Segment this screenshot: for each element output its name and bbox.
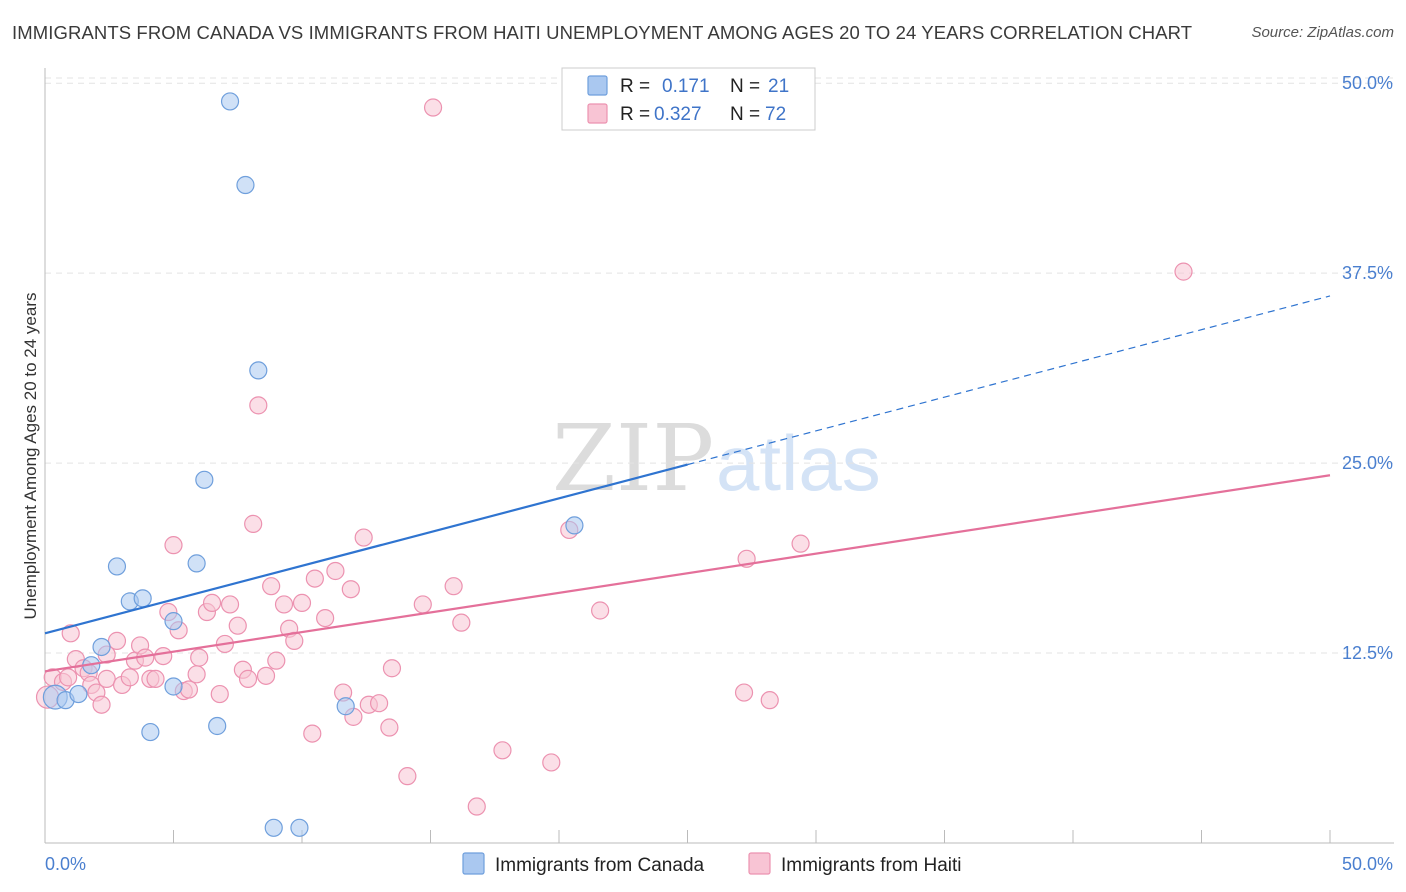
watermark: ZIP atlas (552, 405, 881, 512)
canada-point (336, 697, 355, 716)
canada-point (264, 818, 283, 837)
legend-canada-swatch (587, 75, 608, 96)
haiti-point (120, 668, 139, 687)
legend-haiti-r-label: R = (620, 104, 650, 125)
bottom-legend-haiti-swatch (748, 852, 771, 875)
haiti-point (274, 595, 294, 614)
canada-point (187, 554, 206, 573)
haiti-point (591, 601, 610, 620)
haiti-point (244, 514, 263, 533)
canada-point (141, 722, 160, 742)
canada-point (290, 818, 309, 837)
series-legend: Immigrants from Canada Immigrants from H… (462, 852, 962, 876)
x-tick-label-min: 0.0% (45, 854, 86, 874)
haiti-point (190, 648, 209, 667)
haiti-point (413, 595, 432, 614)
haiti-point (220, 595, 240, 614)
canada-point (220, 92, 240, 111)
gridlines (45, 77, 1394, 654)
haiti-point (256, 666, 276, 685)
haiti-point (97, 669, 116, 688)
haiti-point (92, 695, 111, 714)
haiti-point (326, 561, 345, 581)
haiti-point (202, 593, 222, 613)
haiti-point (187, 665, 206, 684)
haiti-point (452, 613, 471, 632)
haiti-point (398, 767, 417, 786)
haiti-point (249, 396, 268, 415)
y-axis-label: Unemployment Among Ages 20 to 24 years (21, 293, 40, 620)
watermark-zip: ZIP (552, 405, 714, 512)
canada-point (236, 175, 255, 195)
canada-point (107, 557, 127, 576)
haiti-trendline (44, 474, 1331, 673)
haiti-point (292, 593, 312, 613)
stats-legend: R = 0.171 N = 21 R = 0.327 N = 72 (561, 67, 816, 131)
canada-point (249, 361, 268, 380)
haiti-point (238, 669, 258, 688)
haiti-point (154, 646, 173, 666)
y-tick-label-1: 25.0% (1342, 453, 1393, 473)
canada-point (69, 684, 88, 704)
haiti-point (760, 691, 779, 710)
legend-canada-n-label: N = (730, 76, 760, 97)
haiti-point (370, 694, 389, 713)
legend-haiti-r-value: 0.327 (654, 104, 702, 125)
bottom-legend-canada-swatch (462, 852, 485, 875)
haiti-point (382, 659, 402, 678)
haiti-point (467, 797, 486, 816)
canada-trendline-extension (687, 295, 1331, 466)
haiti-point (146, 669, 165, 688)
haiti-point (734, 683, 754, 702)
x-tick-marks (173, 830, 1331, 843)
canada-trendline (44, 463, 688, 635)
source-credit: Source: ZipAtlas.com (1251, 24, 1394, 41)
haiti-point (262, 577, 281, 596)
haiti-point (316, 608, 335, 628)
haiti-point (305, 569, 324, 588)
axes (44, 68, 1394, 844)
haiti-point (444, 577, 463, 596)
haiti-point (59, 668, 78, 687)
haiti-point (1174, 262, 1193, 281)
legend-canada-n-value: 21 (768, 76, 789, 97)
haiti-point (267, 651, 286, 670)
legend-canada-r-value: 0.171 (662, 76, 710, 97)
canada-point (208, 716, 227, 736)
haiti-point (493, 741, 512, 760)
haiti-point (228, 616, 247, 635)
legend-haiti-n-value: 72 (765, 104, 786, 125)
bottom-legend-haiti-label: Immigrants from Haiti (781, 855, 962, 876)
trendlines (44, 295, 1331, 673)
y-tick-label-2: 37.5% (1342, 263, 1393, 283)
bottom-legend-canada-label: Immigrants from Canada (495, 855, 705, 876)
haiti-point (791, 534, 810, 553)
haiti-point (354, 528, 373, 547)
haiti-point (341, 580, 360, 599)
haiti-point (380, 718, 399, 737)
haiti-point (61, 624, 80, 643)
legend-haiti-swatch (587, 103, 608, 124)
canada-point (164, 677, 183, 696)
haiti-point (107, 631, 127, 650)
haiti-point (423, 98, 443, 117)
legend-canada-r-label: R = (620, 76, 650, 97)
haiti-point (210, 684, 229, 704)
haiti-point (542, 753, 561, 772)
chart-title: IMMIGRANTS FROM CANADA VS IMMIGRANTS FRO… (12, 22, 1193, 43)
legend-haiti-n-label: N = (730, 104, 760, 125)
y-tick-label-3: 50.0% (1342, 73, 1393, 93)
canada-point (92, 637, 111, 657)
canada-point (565, 516, 584, 535)
x-tick-label-max: 50.0% (1342, 854, 1393, 874)
y-tick-label-0: 12.5% (1342, 643, 1393, 663)
canada-point (195, 470, 214, 489)
haiti-point (303, 724, 322, 743)
y-tick-labels: 12.5% 25.0% 37.5% 50.0% (1342, 73, 1393, 663)
haiti-point (179, 680, 199, 699)
haiti-point (164, 536, 183, 555)
canada-point (133, 589, 152, 608)
canada-point (164, 612, 183, 631)
